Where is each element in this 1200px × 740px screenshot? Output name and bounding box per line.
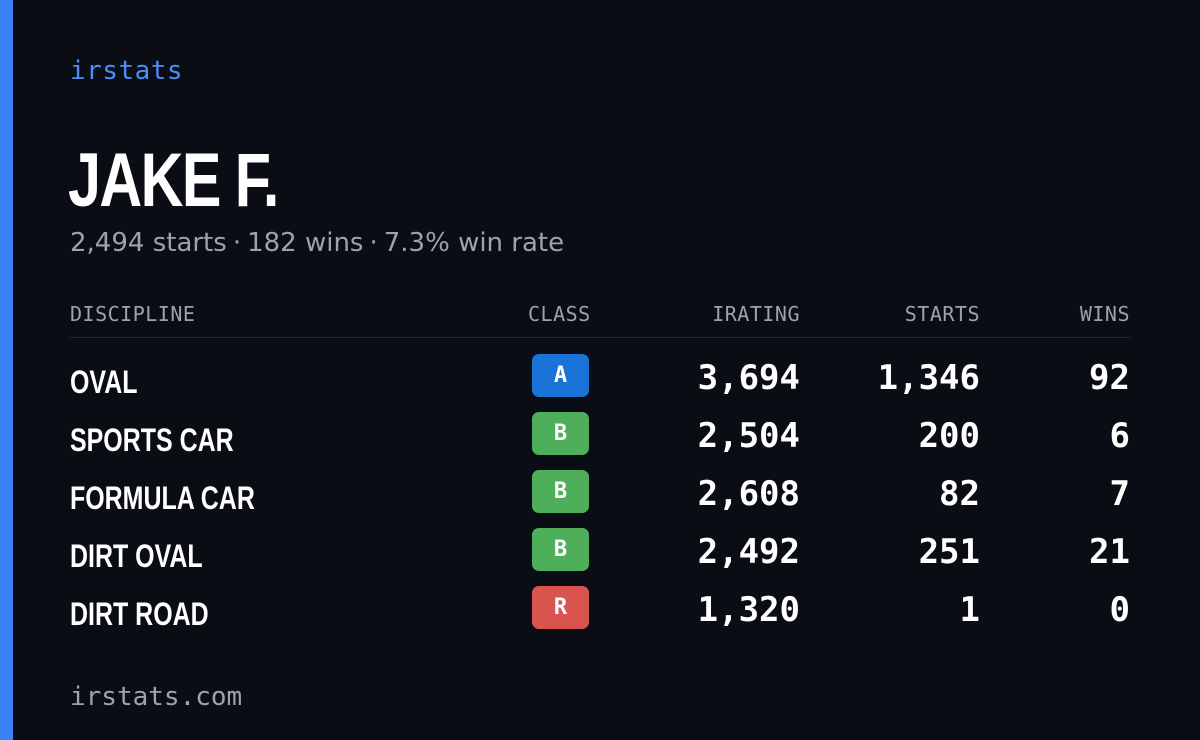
wins-value: 7 [1109,474,1130,514]
summary-starts: 2,494 starts [70,228,227,258]
summary-separator: · [369,228,378,258]
class-badge: B [532,528,589,571]
table-row: DIRT OVAL B 2,492 251 21 [70,528,1130,586]
table-header: DISCIPLINE CLASS IRATING STARTS WINS [70,300,1130,338]
starts-value: 1 [959,590,980,630]
discipline-name: SPORTS CAR [70,422,234,458]
discipline-name: FORMULA CAR [70,480,255,516]
driver-name: JAKE F. [68,138,279,223]
starts-value: 200 [918,416,980,456]
header-irating: IRATING [712,302,800,326]
discipline-name: DIRT OVAL [70,538,203,574]
table-row: FORMULA CAR B 2,608 82 7 [70,470,1130,528]
irating-value: 2,504 [697,416,800,456]
class-badge: A [532,354,589,397]
irating-value: 2,492 [697,532,800,572]
starts-value: 1,346 [877,358,980,398]
starts-value: 82 [939,474,980,514]
summary-win-rate: 7.3% win rate [383,228,565,258]
wins-value: 6 [1109,416,1130,456]
summary-wins: 182 wins [247,228,364,258]
irating-value: 1,320 [697,590,800,630]
header-wins: WINS [1079,302,1130,326]
discipline-name: DIRT ROAD [70,596,209,632]
summary-separator: · [232,228,242,258]
table-row: SPORTS CAR B 2,504 200 6 [70,412,1130,470]
discipline-name: OVAL [70,364,138,400]
wins-value: 92 [1089,358,1130,398]
summary-stats: 2,494 starts · 182 wins · 7.3% win rate [70,228,564,258]
class-badge: R [532,586,589,629]
table-row: OVAL A 3,694 1,346 92 [70,354,1130,412]
starts-value: 251 [918,532,980,572]
header-class: CLASS [528,302,591,326]
class-badge: B [532,412,589,455]
table-row: DIRT ROAD R 1,320 1 0 [70,586,1130,644]
brand-logo: irstats [70,56,184,86]
irating-value: 2,608 [697,474,800,514]
header-starts: STARTS [904,302,980,326]
irating-value: 3,694 [697,358,800,398]
class-badge: B [532,470,589,513]
accent-bar [0,0,13,740]
header-discipline: DISCIPLINE [70,302,196,326]
wins-value: 21 [1089,532,1130,572]
footer-url: irstats.com [70,682,243,712]
wins-value: 0 [1109,590,1130,630]
